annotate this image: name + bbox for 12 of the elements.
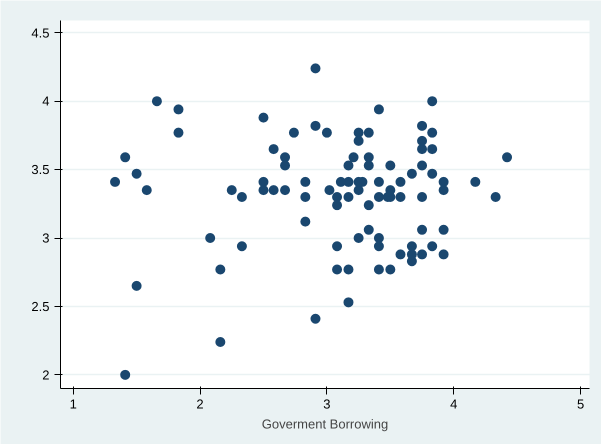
x-tick-label: 3 [323,396,331,412]
y-tick-label: 3 [42,230,50,246]
x-tick-label: 2 [196,396,204,412]
x-tick-label: 5 [577,396,584,412]
y-tick-label: 3.5 [31,162,50,178]
x-axis-title: Goverment Borrowing [262,416,388,432]
x-tick-label: 4 [450,396,458,412]
x-tick-label: 1 [70,396,77,412]
y-tick-label: 2 [42,367,50,382]
y-tick-label: 4 [42,94,50,109]
y-tick-label: 2.5 [31,298,50,314]
y-tick-label: 4.5 [31,25,50,40]
